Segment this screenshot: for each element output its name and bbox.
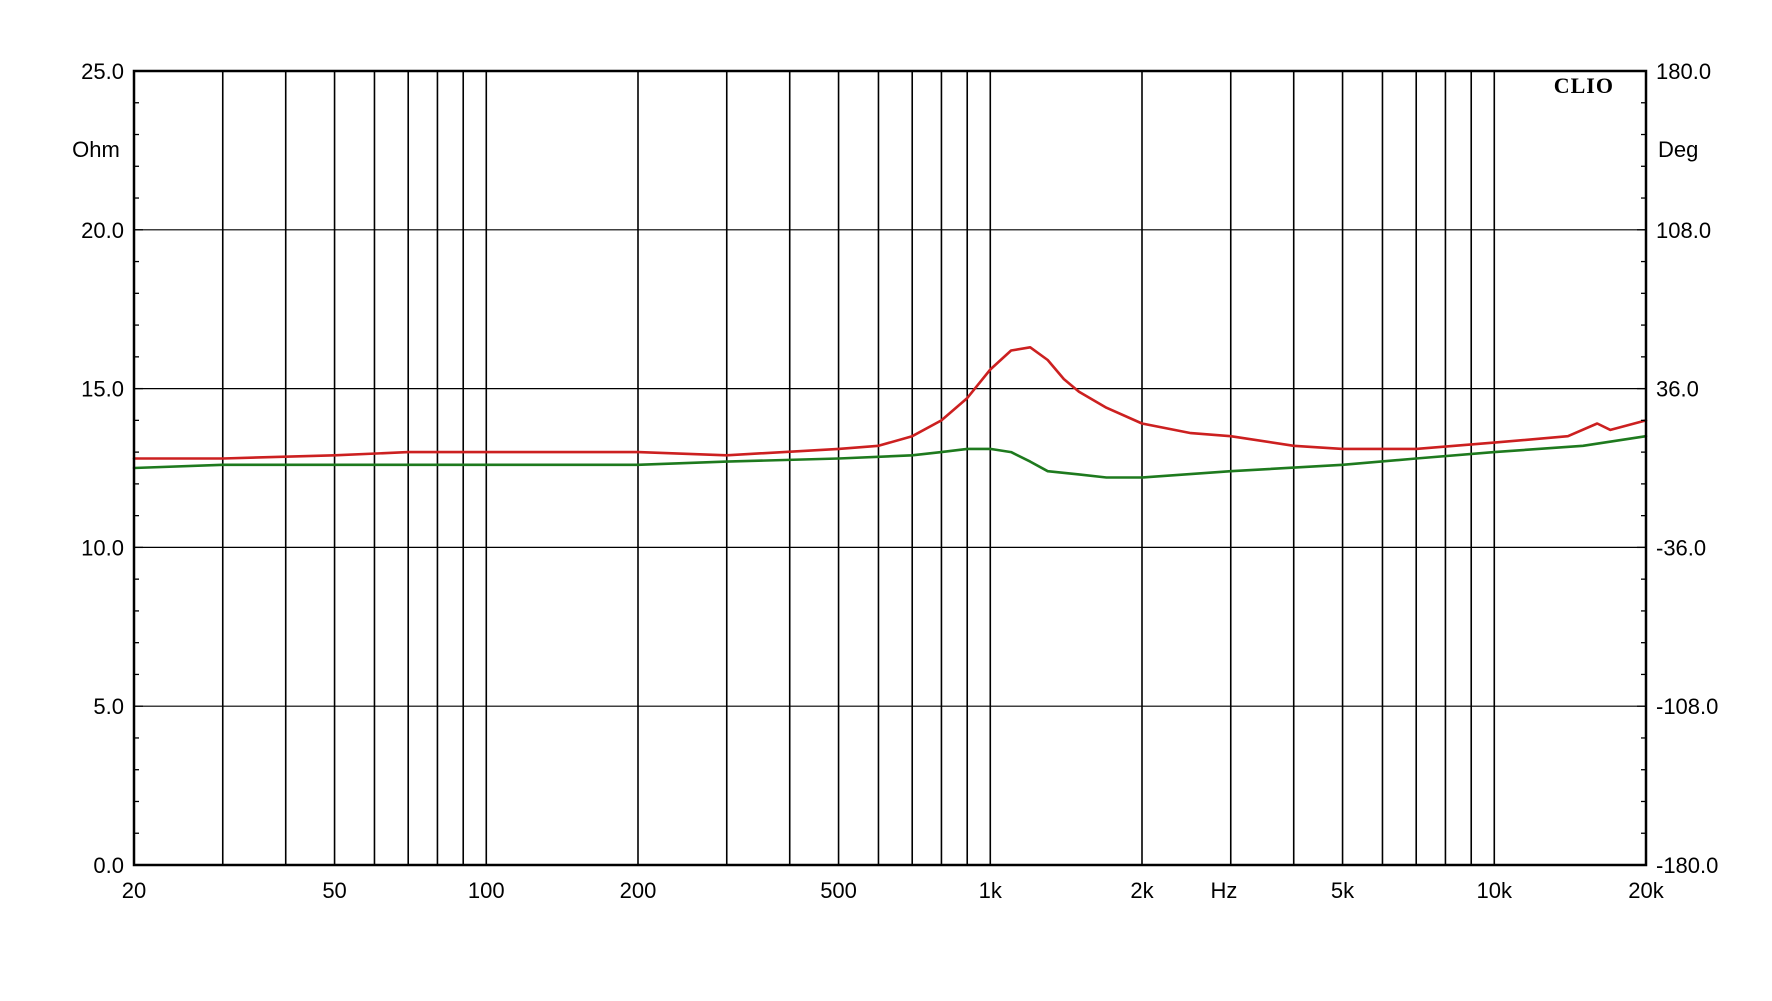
left-tick-label: 15.0: [81, 377, 124, 402]
left-tick-label: 0.0: [93, 853, 124, 878]
left-axis-unit: Ohm: [72, 137, 120, 162]
x-tick-label: 50: [322, 878, 346, 903]
plot-frame: [132, 69, 1648, 867]
x-tick-label: 5k: [1331, 878, 1355, 903]
right-tick-label: 108.0: [1656, 218, 1711, 243]
right-tick-label: -36.0: [1656, 535, 1706, 560]
right-tick-label: -108.0: [1656, 694, 1718, 719]
right-axis-unit: Deg: [1658, 137, 1698, 162]
impedance-curve: [132, 345, 1648, 460]
x-tick-label: 20: [122, 878, 146, 903]
left-tick-label: 25.0: [81, 59, 124, 84]
right-tick-label: -180.0: [1656, 853, 1718, 878]
x-tick-label: 200: [620, 878, 657, 903]
left-tick-label: 20.0: [81, 218, 124, 243]
series-layer: [132, 345, 1648, 479]
right-tick-label: 180.0: [1656, 59, 1711, 84]
x-tick-label: 1k: [979, 878, 1003, 903]
right-tick-label: 36.0: [1656, 377, 1699, 402]
x-tick-label: 20k: [1628, 878, 1664, 903]
x-tick-label: 500: [820, 878, 857, 903]
x-tick-label: 2k: [1130, 878, 1154, 903]
axis-labels: 20 50 100 200 500 1k 2k 5k 10k 20k 0.0 5.0 10.0 15.0 2…: [81, 59, 1718, 903]
left-tick-label: 10.0: [81, 535, 124, 560]
left-tick-label: 5.0: [93, 694, 124, 719]
phase-curve: [132, 434, 1648, 479]
axis-ticks: [134, 70, 1646, 866]
x-tick-label: 100: [468, 878, 505, 903]
x-axis-unit: Hz: [1211, 878, 1238, 903]
clio-brand-label: CLIO: [1554, 73, 1614, 98]
x-tick-label: 10k: [1477, 878, 1513, 903]
